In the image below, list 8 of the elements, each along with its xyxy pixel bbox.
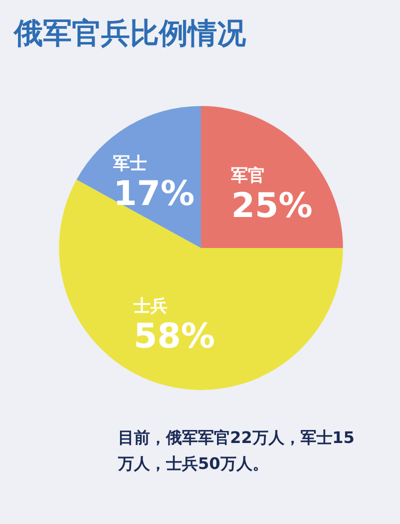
chart-title: 俄军官兵比例情况 <box>14 15 246 52</box>
data-label: 58% <box>134 316 215 357</box>
data-label: 25% <box>231 186 313 226</box>
slice-label: 军官 <box>231 166 266 186</box>
slice-label: 军士 <box>113 154 148 174</box>
slice-label: 士兵 <box>132 296 168 317</box>
data-label: 17% <box>113 174 195 214</box>
text: 目前，俄军军官22万人，军士15万人，士兵50万人。 <box>118 427 356 475</box>
